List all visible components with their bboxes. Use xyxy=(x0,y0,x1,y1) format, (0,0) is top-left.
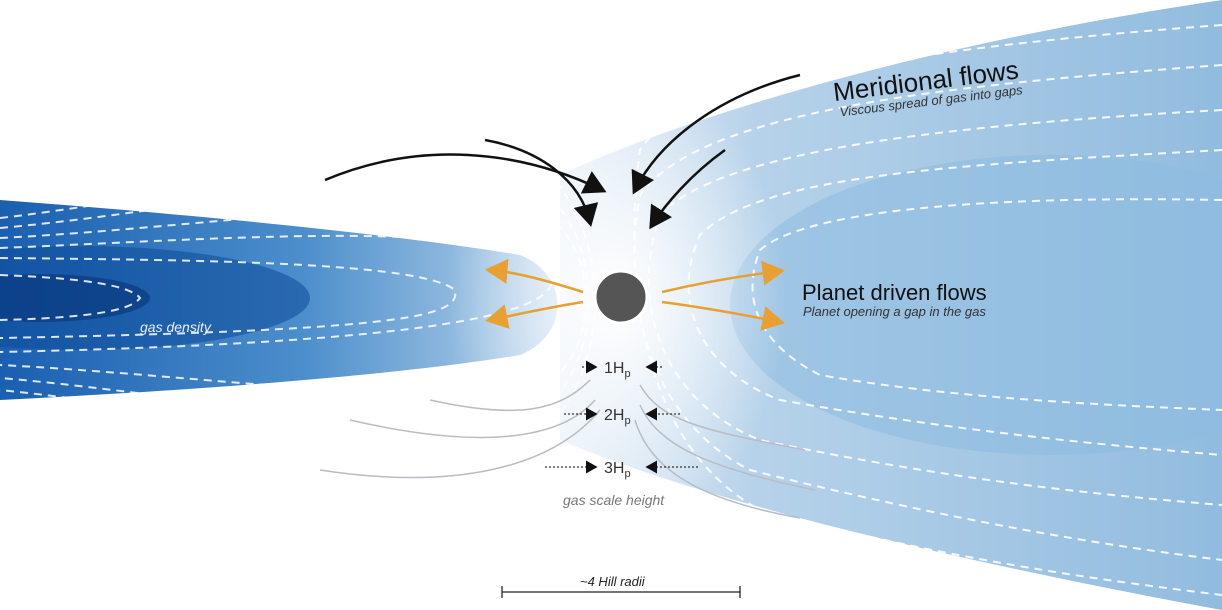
outer-disk-core xyxy=(730,155,1222,455)
planet-flow-arrow xyxy=(485,300,584,329)
outer-density-contours xyxy=(633,24,1222,596)
gas-density-label: gas density xyxy=(140,319,212,335)
planet-driven-flows-subtitle: Planet opening a gap in the gas xyxy=(803,304,986,319)
planet-flow-arrow xyxy=(661,260,785,294)
planet xyxy=(593,269,649,325)
planet-flow-arrow xyxy=(661,300,785,331)
planet-flow-arrow xyxy=(485,258,584,294)
scale-height-3: 3Hp xyxy=(604,460,631,480)
meridional-arrow xyxy=(649,148,726,230)
meridional-arrow xyxy=(324,153,607,194)
meridional-arrows xyxy=(324,73,801,230)
meridional-arrow xyxy=(631,73,801,195)
scale-height-1: 1Hp xyxy=(604,360,631,380)
scale-height-markers xyxy=(545,360,698,474)
planet-flow-arrows xyxy=(485,258,785,331)
planet-driven-flows-title: Planet driven flows xyxy=(802,280,987,305)
hill-radii-scale-bar xyxy=(501,586,741,598)
gas-scale-height-label: gas scale height xyxy=(563,492,665,508)
meridional-arrow xyxy=(484,138,599,227)
hill-radii-label: ~4 Hill radii xyxy=(580,574,646,589)
scale-height-2: 2Hp xyxy=(604,407,631,427)
inner-disk-core xyxy=(0,246,310,350)
